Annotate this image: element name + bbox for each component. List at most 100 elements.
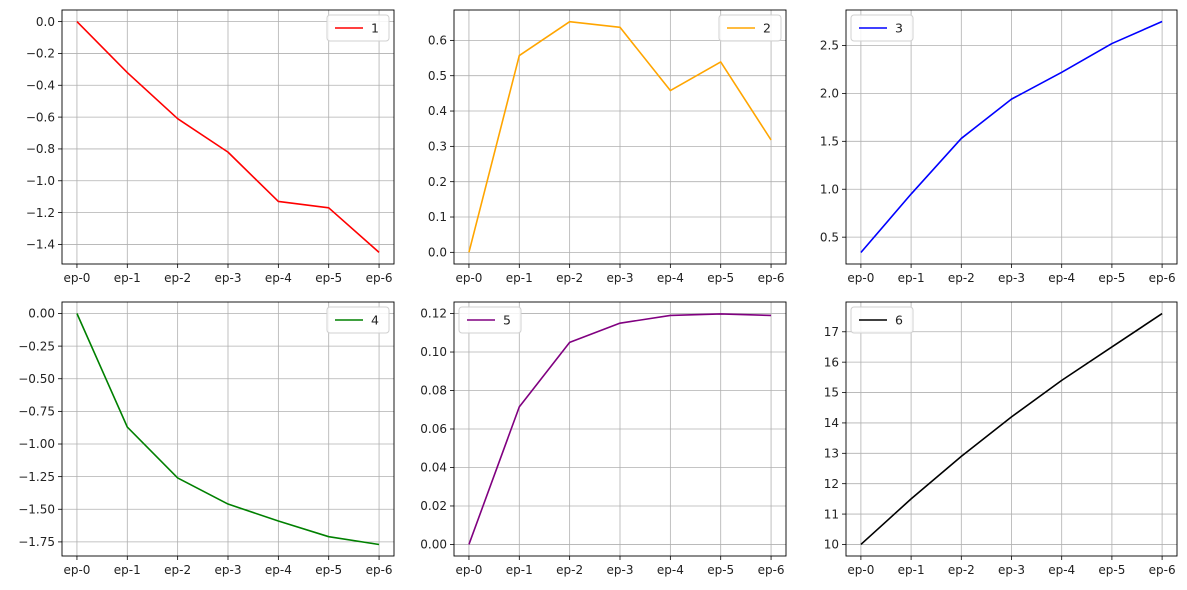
axes-frame xyxy=(845,301,1178,557)
x-tick-label: ep-1 xyxy=(114,271,141,285)
x-tick-label: ep-5 xyxy=(707,563,734,577)
y-tick-label: −1.50 xyxy=(18,502,55,516)
subplot-2: ep-0 ep-1 ep-2 ep-3 ep-4 ep-5 ep-6 0.0 0.1 0.2 0.3… xyxy=(428,9,787,285)
y-tick-label: −0.2 xyxy=(26,47,55,61)
y-tick-label: 11 xyxy=(824,507,839,521)
subplot-6: ep-0 ep-1 ep-2 ep-3 ep-4 ep-5 ep-6 10 11 12 13 14 15… xyxy=(824,301,1178,577)
x-tick-label: ep-1 xyxy=(898,271,925,285)
y-tick-label: 0.08 xyxy=(420,384,447,398)
axes-frame xyxy=(453,301,787,557)
legend-label: 5 xyxy=(503,313,511,328)
legend-label: 4 xyxy=(371,313,379,328)
x-tick-label: ep-6 xyxy=(366,271,393,285)
y-tick-label: 14 xyxy=(824,416,839,430)
x-tick-label: ep-5 xyxy=(315,271,342,285)
legend: 1 xyxy=(326,14,390,42)
x-tick-label: ep-3 xyxy=(215,563,242,577)
y-tick-label: −1.75 xyxy=(18,535,55,549)
x-tick-label: ep-2 xyxy=(164,271,191,285)
y-tick-label: 0.5 xyxy=(820,230,839,244)
x-tick-label: ep-0 xyxy=(455,271,482,285)
subplot-1: ep-0 ep-1 ep-2 ep-3 ep-4 ep-5 ep-6 0.0 −0.2 −0.4 −… xyxy=(26,9,395,285)
y-tick-label: 0.0 xyxy=(36,15,55,29)
legend: 3 xyxy=(850,14,914,42)
legend-label: 6 xyxy=(895,313,903,328)
y-tick-label: 0.5 xyxy=(428,69,447,83)
y-tick-label: −1.4 xyxy=(26,238,55,252)
x-tick-label: ep-2 xyxy=(164,563,191,577)
legend: 4 xyxy=(326,306,390,334)
x-tick-label: ep-2 xyxy=(556,271,583,285)
subplot-5: ep-0 ep-1 ep-2 ep-3 ep-4 ep-5 ep-6 0.00 0.02 0.04… xyxy=(420,301,787,577)
y-tick-label: 0.12 xyxy=(420,307,447,321)
x-tick-label: ep-2 xyxy=(948,271,975,285)
x-tick-label: ep-4 xyxy=(657,563,684,577)
y-tick-label: −0.4 xyxy=(26,78,55,92)
y-tick-label: −1.0 xyxy=(26,174,55,188)
y-tick-label: −1.2 xyxy=(26,206,55,220)
y-tick-label: −0.8 xyxy=(26,142,55,156)
y-tick-label: −0.75 xyxy=(18,405,55,419)
axes-frame xyxy=(61,9,395,265)
legend-label: 3 xyxy=(895,21,903,36)
y-tick-label: 0.6 xyxy=(428,34,447,48)
x-tick-label: ep-0 xyxy=(847,563,874,577)
legend-label: 1 xyxy=(371,21,379,36)
x-tick-label: ep-3 xyxy=(998,563,1025,577)
y-tick-label: 0.04 xyxy=(420,461,447,475)
y-tick-label: −0.25 xyxy=(18,339,55,353)
x-tick-label: ep-6 xyxy=(758,563,785,577)
subplot-4: ep-0 ep-1 ep-2 ep-3 ep-4 ep-5 ep-6 0.00 −0.25 −0.… xyxy=(18,301,395,577)
x-tick-label: ep-2 xyxy=(556,563,583,577)
y-tick-label: 0.06 xyxy=(420,422,447,436)
x-tick-label: ep-6 xyxy=(366,563,393,577)
x-tick-label: ep-1 xyxy=(506,271,533,285)
x-tick-label: ep-5 xyxy=(315,563,342,577)
y-tick-label: 0.02 xyxy=(420,499,447,513)
y-tick-label: −1.00 xyxy=(18,437,55,451)
x-tick-label: ep-0 xyxy=(63,271,90,285)
x-tick-label: ep-6 xyxy=(1149,271,1176,285)
y-tick-label: −0.50 xyxy=(18,372,55,386)
x-tick-label: ep-0 xyxy=(847,271,874,285)
x-tick-label: ep-2 xyxy=(948,563,975,577)
y-tick-label: 12 xyxy=(824,477,839,491)
y-tick-label: 16 xyxy=(824,355,839,369)
legend: 2 xyxy=(718,14,782,42)
legend: 6 xyxy=(850,306,914,334)
y-tick-label: 0.10 xyxy=(420,345,447,359)
x-tick-label: ep-4 xyxy=(265,271,292,285)
x-tick-label: ep-4 xyxy=(657,271,684,285)
x-tick-label: ep-3 xyxy=(215,271,242,285)
y-tick-label: 0.2 xyxy=(428,175,447,189)
x-tick-label: ep-5 xyxy=(1098,563,1125,577)
y-tick-label: 1.0 xyxy=(820,182,839,196)
x-tick-label: ep-3 xyxy=(607,563,634,577)
axes-frame xyxy=(845,9,1178,265)
x-tick-label: ep-4 xyxy=(1048,563,1075,577)
x-tick-label: ep-6 xyxy=(758,271,785,285)
x-tick-label: ep-0 xyxy=(455,563,482,577)
y-tick-label: 0.00 xyxy=(420,538,447,552)
y-tick-label: 15 xyxy=(824,386,839,400)
y-tick-label: 0.4 xyxy=(428,104,447,118)
y-tick-label: 0.00 xyxy=(28,307,55,321)
x-tick-label: ep-5 xyxy=(707,271,734,285)
x-tick-label: ep-1 xyxy=(506,563,533,577)
y-tick-label: −0.6 xyxy=(26,110,55,124)
y-tick-label: −1.25 xyxy=(18,470,55,484)
subplot-3: ep-0 ep-1 ep-2 ep-3 ep-4 ep-5 ep-6 0.5 1.0 1.5 2.0… xyxy=(820,9,1178,285)
legend-label: 2 xyxy=(763,21,771,36)
x-tick-label: ep-6 xyxy=(1149,563,1176,577)
y-tick-label: 2.5 xyxy=(820,39,839,53)
legend: 5 xyxy=(458,306,522,334)
y-tick-label: 0.0 xyxy=(428,246,447,260)
x-tick-label: ep-3 xyxy=(998,271,1025,285)
axes-frame xyxy=(453,9,787,265)
y-tick-label: 10 xyxy=(824,538,839,552)
x-tick-label: ep-1 xyxy=(114,563,141,577)
axes-frame xyxy=(61,301,395,557)
x-tick-label: ep-4 xyxy=(265,563,292,577)
y-tick-label: 2.0 xyxy=(820,87,839,101)
